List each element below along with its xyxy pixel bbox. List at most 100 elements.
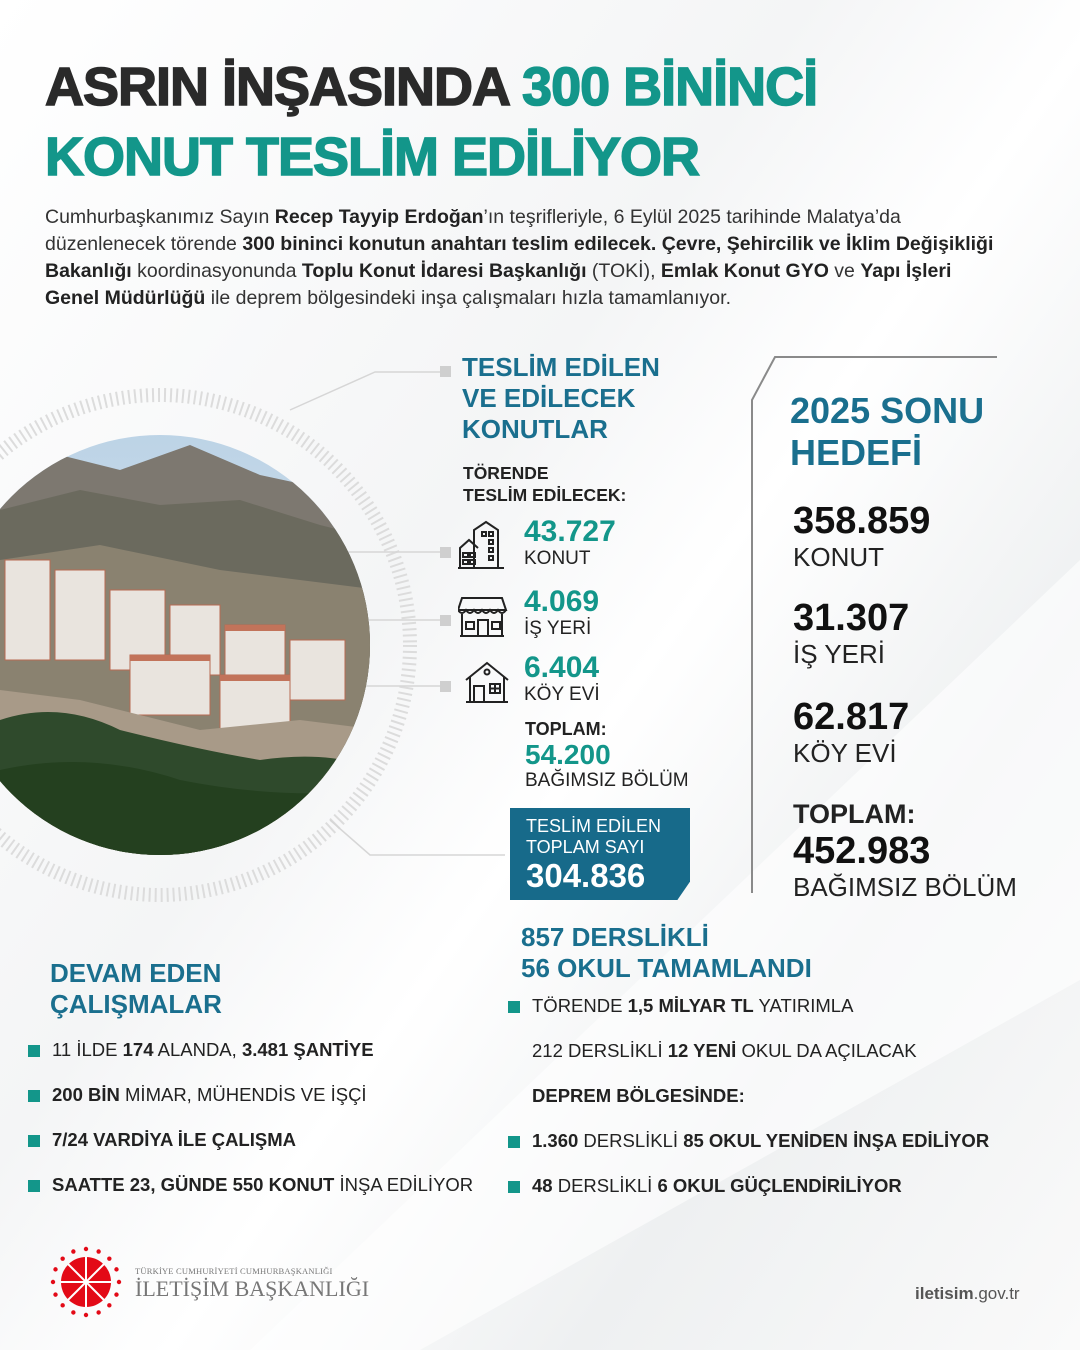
ongoing-heading: DEVAM EDEN ÇALIŞMALAR [50, 958, 222, 1020]
text: 212 DERSLİKLİ [532, 1040, 668, 1061]
text: TÖRENDE [532, 995, 628, 1016]
star-icon [53, 1292, 58, 1297]
item-value: 358.859 [793, 500, 931, 542]
title-dark-part: ASRIN İNŞASINDA [44, 56, 523, 118]
bold-text: 12 YENİ [667, 1040, 737, 1061]
heading-line: HEDEFİ [790, 432, 923, 473]
bold-text: Toplu Konut İdaresi Başkanlığı [301, 260, 587, 282]
bullet-square-icon [28, 1090, 40, 1102]
schools-line: DEPREM BÖLGESİNDE: [508, 1085, 989, 1130]
bold-text: 7/24 VARDİYA İLE ÇALIŞMA [52, 1129, 296, 1150]
item-value: 6.404 [524, 651, 600, 684]
delivered-item-is-yeri: 4.069 İŞ YERİ [524, 586, 599, 640]
item-label: KONUT [524, 548, 591, 569]
footer-url[interactable]: iletisim.gov.tr [915, 1284, 1020, 1304]
text: ve [828, 260, 861, 282]
schools-heading: 857 DERSLİKLİ 56 OKUL TAMAMLANDI [521, 922, 812, 984]
iletisim-logo [50, 1246, 122, 1318]
bold-text: Recep Tayyip Erdoğan [274, 206, 484, 228]
star-icon [96, 1249, 101, 1254]
item-label: KÖY EVİ [793, 738, 897, 768]
star-icon [83, 1312, 89, 1318]
ongoing-bullet: 200 BİN MİMAR, MÜHENDİS VE İŞÇİ [28, 1084, 473, 1129]
target-heading: 2025 SONU HEDEFİ [790, 390, 984, 474]
heading-line: 2025 SONU [790, 390, 985, 431]
ongoing-bullet: SAATTE 23, GÜNDE 550 KONUT İNŞA EDİLİYOR [28, 1174, 473, 1219]
star-icon [71, 1249, 76, 1254]
star-icon [114, 1292, 119, 1297]
star-icon [53, 1267, 58, 1272]
text: koordinasyonunda [131, 260, 302, 282]
bullet-square-icon [508, 1181, 520, 1193]
item-label: KONUT [793, 542, 884, 572]
heading-line: ÇALIŞMALAR [50, 989, 222, 1019]
target-item-is-yeri: 31.307 İŞ YERİ [793, 597, 909, 669]
bold-text: 6 OKUL GÜÇLENDİRİLİYOR [657, 1175, 902, 1196]
text: YATIRIMLA [753, 995, 854, 1016]
box-line: TOPLAM SAYI [526, 837, 645, 857]
bold-text: Emlak Konut GYO [660, 260, 829, 282]
schools-line: TÖRENDE 1,5 MİLYAR TL YATIRIMLA [508, 995, 989, 1040]
target-item-konut: 358.859 KONUT [793, 500, 930, 572]
org-name: İLETİŞİM BAŞKANLIĞI [135, 1276, 370, 1301]
shop-icon [458, 597, 508, 637]
total-label: TOPLAM: [525, 719, 607, 739]
text: DERSLİKLİ [552, 1175, 658, 1196]
star-icon [116, 1279, 122, 1285]
heading-line: 56 OKUL TAMAMLANDI [521, 953, 812, 983]
bold-text: 48 [532, 1175, 553, 1196]
star-icon [107, 1303, 112, 1308]
bold-text: 174 [122, 1039, 154, 1060]
bold-text: Yapı İşleri Genel Müdürlüğü [45, 260, 952, 309]
item-value: 62.817 [793, 696, 910, 738]
bullet-square-icon [508, 1001, 520, 1013]
bold-text: 1,5 MİLYAR TL [627, 995, 754, 1016]
text: ile deprem bölgesindeki inşa çalışmaları… [205, 287, 731, 309]
delivered-item-koy-evi: 6.404 KÖY EVİ [524, 652, 600, 706]
bullet-square-icon [28, 1045, 40, 1057]
label-line: TESLİM EDİLECEK: [463, 485, 627, 505]
bullet-square-icon [28, 1135, 40, 1147]
star-icon [50, 1279, 56, 1285]
text: Cumhurbaşkanımız Sayın [45, 206, 275, 228]
item-value: 43.727 [524, 515, 616, 548]
item-value: 4.069 [524, 585, 600, 618]
star-icon [60, 1256, 65, 1261]
heading-line: VE EDİLECEK [462, 383, 636, 413]
text: DERSLİKLİ [578, 1130, 684, 1151]
delivered-total-box: TESLİM EDİLEN TOPLAM SAYI 304.836 [510, 808, 690, 900]
schools-list: TÖRENDE 1,5 MİLYAR TL YATIRIMLA 212 DERSL… [508, 995, 989, 1220]
star-icon [71, 1310, 76, 1315]
construction-site-photo [0, 435, 370, 855]
title-teal-part: 300 BİNİNCİ [521, 56, 819, 118]
item-label: İŞ YERİ [524, 618, 592, 639]
ceremony-label: TÖRENDE TESLİM EDİLECEK: [463, 462, 626, 506]
item-label: İŞ YERİ [793, 639, 886, 669]
bullet-square-icon [28, 1180, 40, 1192]
text: İNŞA EDİLİYOR [334, 1174, 474, 1195]
schools-line: 1.360 DERSLİKLİ 85 OKUL YENİDEN İNŞA EDİ… [508, 1130, 989, 1175]
bold-text: 3.481 ŞANTİYE [241, 1039, 374, 1060]
bold-text: 300 bininci konutun anahtarı teslim edil… [45, 233, 994, 282]
total-value: 452.983 [793, 830, 931, 872]
total-label: TOPLAM: [793, 799, 916, 829]
total-value: 54.200 [525, 739, 611, 770]
text: OKUL DA AÇILACAK [736, 1040, 917, 1061]
box-value: 304.836 [526, 857, 646, 894]
delivered-total: TOPLAM: 54.200 BAĞIMSIZ BÖLÜM [525, 718, 689, 792]
item-label: KÖY EVİ [524, 684, 600, 705]
star-icon [114, 1267, 119, 1272]
heading-line: KONUTLAR [462, 414, 608, 444]
text: MİMAR, MÜHENDİS VE İŞÇİ [119, 1084, 367, 1105]
item-value: 31.307 [793, 597, 910, 639]
bullet-square-icon [508, 1136, 520, 1148]
bold-text: 1.360 [532, 1130, 579, 1151]
star-icon [96, 1310, 101, 1315]
url-rest: .gov.tr [973, 1284, 1020, 1303]
schools-line: 212 DERSLİKLİ 12 YENİ OKUL DA AÇILACAK [508, 1040, 989, 1085]
apartment-building-icon [458, 520, 504, 569]
intro-paragraph: Cumhurbaşkanımız Sayın Recep Tayyip Erdo… [45, 204, 1005, 312]
total-unit: BAĞIMSIZ BÖLÜM [525, 770, 689, 791]
page-title-line2: KONUT TESLİM EDİLİYOR [44, 126, 701, 188]
